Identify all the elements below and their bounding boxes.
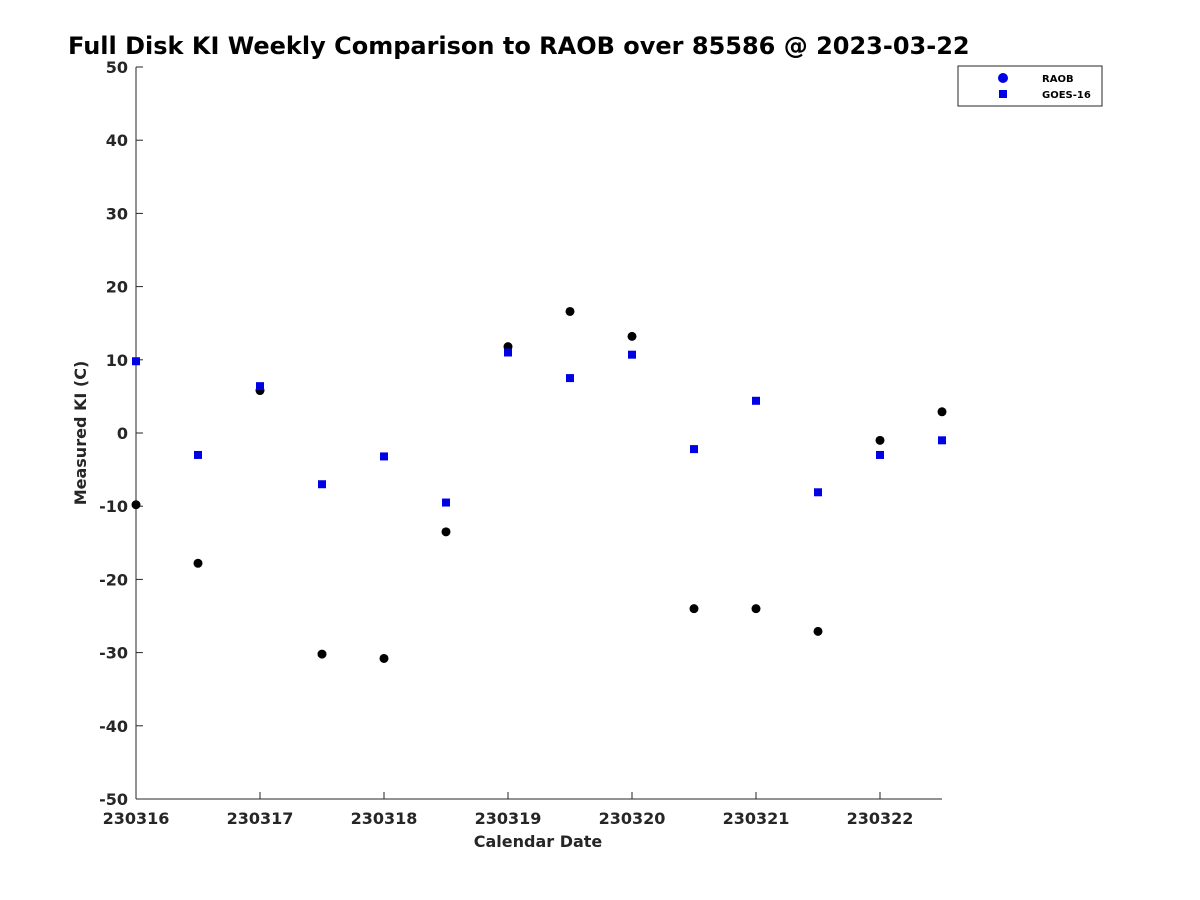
point-raob bbox=[317, 649, 327, 659]
point-goes16 bbox=[876, 450, 884, 459]
point-goes16 bbox=[628, 350, 636, 359]
legend-marker-goes16 bbox=[999, 90, 1007, 98]
legend-box bbox=[957, 65, 1103, 107]
point-goes16 bbox=[814, 488, 822, 497]
x-tick-label: 230319 bbox=[475, 809, 542, 828]
y-tick-label: 30 bbox=[106, 204, 128, 223]
point-raob bbox=[627, 331, 637, 341]
x-tick-label: 230321 bbox=[723, 809, 790, 828]
point-goes16 bbox=[938, 436, 946, 445]
point-raob bbox=[937, 407, 947, 417]
x-tick-label: 230322 bbox=[847, 809, 914, 828]
y-tick-label: -10 bbox=[99, 497, 128, 516]
point-raob bbox=[131, 500, 141, 510]
point-goes16 bbox=[318, 480, 326, 489]
x-tick-label: 230317 bbox=[227, 809, 294, 828]
y-tick-label: 0 bbox=[117, 424, 128, 443]
y-tick-label: -40 bbox=[99, 717, 128, 736]
point-goes16 bbox=[690, 445, 698, 454]
point-goes16 bbox=[256, 382, 264, 391]
y-tick-label: -20 bbox=[99, 570, 128, 589]
point-goes16 bbox=[566, 374, 574, 383]
legend-marker-raob bbox=[998, 73, 1008, 83]
point-raob bbox=[751, 604, 761, 614]
point-goes16 bbox=[380, 452, 388, 461]
y-tick-label: 20 bbox=[106, 278, 128, 297]
y-tick-label: 50 bbox=[106, 58, 128, 77]
point-goes16 bbox=[504, 348, 512, 357]
point-raob bbox=[379, 653, 389, 663]
legend-label-raob: RAOB bbox=[1042, 74, 1074, 85]
x-axis-label: Calendar Date bbox=[474, 832, 603, 851]
point-goes16 bbox=[194, 450, 202, 459]
point-raob bbox=[441, 527, 451, 537]
point-goes16 bbox=[442, 498, 450, 507]
point-raob bbox=[565, 306, 575, 316]
x-tick-label: 230318 bbox=[351, 809, 418, 828]
point-raob bbox=[193, 558, 203, 568]
y-tick-label: -50 bbox=[99, 790, 128, 809]
legend: RAOB GOES-16 bbox=[957, 65, 1103, 107]
x-tick-label: 230316 bbox=[103, 809, 170, 828]
legend-label-goes16: GOES-16 bbox=[1042, 90, 1091, 101]
x-tick-label: 230320 bbox=[599, 809, 666, 828]
y-tick-label: 10 bbox=[106, 351, 128, 370]
point-raob bbox=[875, 435, 885, 445]
point-goes16 bbox=[132, 357, 140, 366]
chart-title: Full Disk KI Weekly Comparison to RAOB o… bbox=[68, 32, 970, 60]
y-axis-label: Measured KI (C) bbox=[71, 361, 90, 506]
y-tick-label: 40 bbox=[106, 131, 128, 150]
point-raob bbox=[689, 604, 699, 614]
y-tick-label: -30 bbox=[99, 644, 128, 663]
point-goes16 bbox=[752, 396, 760, 405]
point-raob bbox=[813, 626, 823, 636]
